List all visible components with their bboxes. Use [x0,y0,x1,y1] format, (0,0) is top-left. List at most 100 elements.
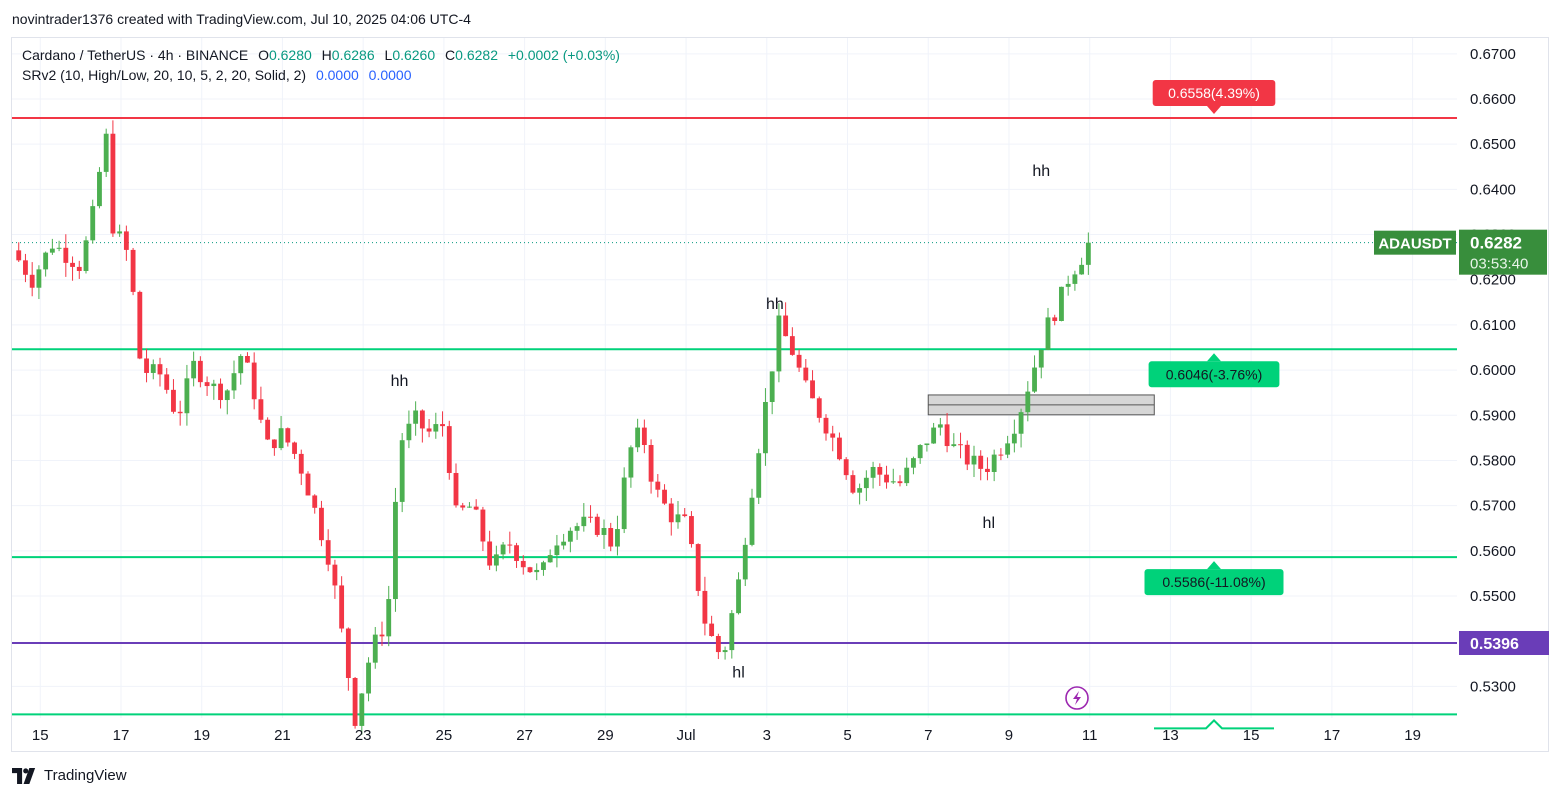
lightning-icon[interactable] [1065,686,1089,710]
candle-body [985,468,990,472]
candle-body [157,364,163,375]
candle-body [29,274,35,288]
candle-body [446,426,452,473]
candle-body [231,373,237,391]
legend-open-value: 0.6280 [268,47,312,63]
candle-body [366,662,371,694]
candle-body [608,527,614,547]
last-price-tag [1459,229,1547,275]
candle-body [56,247,62,249]
candle-body [305,473,311,496]
candle-body [493,554,499,566]
candle-body [393,501,398,600]
candle-body [298,453,304,474]
candle-body [63,247,69,263]
y-tick-label: 0.6100 [1470,317,1516,334]
y-tick-label: 0.5300 [1470,678,1516,695]
candle-body [850,475,856,493]
legend-low-value: 0.6260 [392,47,436,63]
candle-body [110,133,116,234]
candle-body [36,269,42,288]
candle-body [191,360,197,379]
time-axis[interactable]: 15 17 19 21 23 25 27 29 Jul 3 5 7 9 11 13 15 17 19 [32,727,1421,744]
candle-body [931,427,937,444]
horizontal-levels[interactable] [12,116,1457,716]
x-tick-label: 11 [1082,727,1098,744]
x-tick-label: 7 [924,727,932,744]
candle-body [467,506,472,508]
candle-body [675,514,681,523]
candle-body [379,634,385,637]
candle-body [971,455,977,465]
candle-body [998,454,1004,456]
candle-body [863,477,869,489]
legend-close-value: 0.6282 [455,47,498,63]
candle-body [507,544,513,546]
candle-body [487,541,493,566]
candle-body [292,442,297,454]
level-label-pointer [1207,353,1221,362]
level-label-text: 0.6046(-3.76%) [1166,366,1263,382]
x-tick-label: 25 [436,727,453,744]
candle-body [319,507,324,541]
candle-body [837,437,842,460]
last-price-text: 0.6282 [1470,234,1522,253]
candle-body [668,503,674,523]
legend-symbol[interactable]: Cardano / TetherUS · 4h · BINANCE [22,47,249,63]
candle-body [1018,412,1024,434]
candles[interactable] [16,120,1091,735]
candle-body [130,249,136,292]
legend-high-value: 0.6286 [331,47,375,63]
candle-body [581,516,587,527]
candle-body [1005,443,1011,455]
level-label-text: 0.5586(-11.08%) [1162,574,1265,590]
x-tick-label: 23 [355,727,372,744]
candle-body [736,579,741,614]
candle-body [97,171,102,207]
candle-body [278,428,284,449]
y-tick-label: 0.6000 [1470,362,1516,379]
candle-body [763,401,768,454]
candle-body [137,291,143,359]
x-tick-label: 13 [1162,727,1179,744]
candle-body [594,516,600,535]
candle-body [695,544,701,591]
annotation-hl: hl [732,664,744,681]
indicator-name[interactable]: SRv2 (10, High/Low, 20, 10, 5, 2, 20, So… [22,67,307,83]
x-tick-label: 17 [113,727,130,744]
supply-demand-zone[interactable] [927,394,1155,416]
legend-high-label: H [321,47,332,63]
candle-body [399,440,405,502]
candle-body [924,443,930,446]
candle-body [345,628,351,678]
candle-body [480,509,486,542]
candle-body [857,488,863,493]
candle-body [911,458,916,468]
legend-indicator-row: SRv2 (10, High/Low, 20, 10, 5, 2, 20, So… [22,65,620,85]
x-tick-label: 21 [274,727,291,744]
candle-body [944,424,950,447]
level-label-pill [1152,79,1276,106]
candle-body [325,540,331,565]
x-tick-label: 29 [597,727,614,744]
candle-body [332,564,338,586]
candle-body [238,355,244,374]
y-tick-label: 0.5900 [1470,407,1516,424]
candle-body [823,417,829,434]
price-labels: 0.6558(4.39%) 0.6046(-3.76%) 0.5586(-11.08… [1144,79,1549,730]
candle-body [1032,367,1037,392]
countdown-text: 03:53:40 [1470,256,1528,273]
candle-body [749,497,755,545]
price-axis[interactable]: 0.67000.66000.65000.64000.63000.62000.61… [1470,46,1516,696]
candle-body [816,398,822,418]
chart-annotations: hh hh hh hl hl [391,163,1051,682]
y-tick-label: 0.5600 [1470,543,1516,560]
candle-body [1052,317,1058,322]
candle-body [197,360,203,383]
tradingview-footer[interactable]: TradingView [12,767,127,784]
candle-body [406,423,412,441]
candle-body [83,240,89,271]
x-tick-label: 19 [1404,727,1421,744]
header-credit: novintrader1376 created with TradingView… [12,11,471,27]
